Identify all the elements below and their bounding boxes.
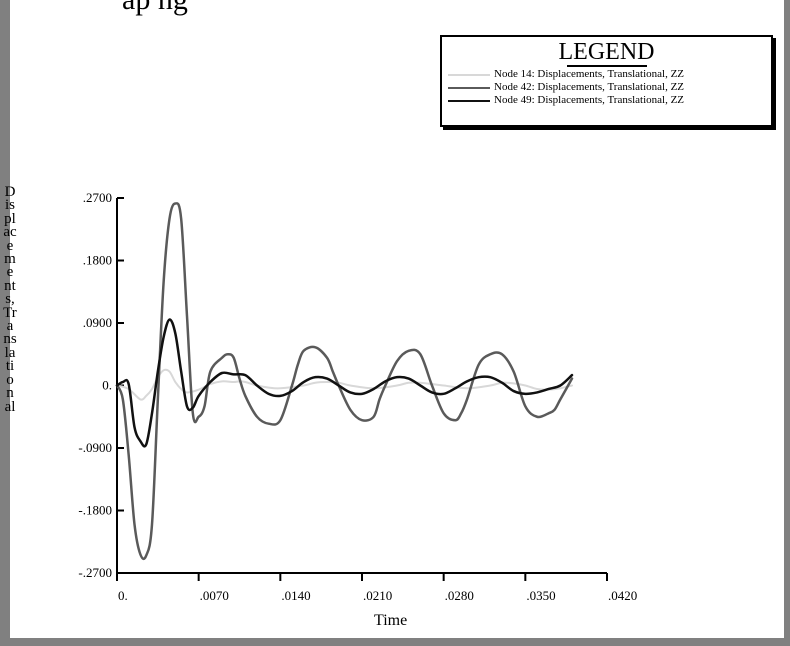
legend-swatch-node-14 bbox=[448, 74, 490, 76]
chart-tick-layer: .2700 .1800 .0900 0. -.0900 -.1800 -.2700 0. .00… bbox=[78, 190, 637, 603]
chart-legend: LEGEND Node 14: Displacements, Translati… bbox=[440, 35, 773, 127]
legend-swatch-node-49 bbox=[448, 100, 490, 102]
chart-series-layer bbox=[115, 202, 574, 561]
window-frame-bottom bbox=[0, 638, 790, 646]
legend-item-node-42: Node 42: Displacements, Translational, Z… bbox=[448, 81, 768, 94]
x-tick-label: .0420 bbox=[608, 588, 637, 603]
legend-label-node-14: Node 14: Displacements, Translational, Z… bbox=[494, 68, 685, 80]
legend-title-underline bbox=[567, 65, 647, 67]
y-tick-label: .2700 bbox=[83, 190, 112, 205]
window-frame-right bbox=[784, 0, 790, 646]
series-line-node-42 bbox=[115, 202, 574, 561]
y-tick-label: .0900 bbox=[83, 315, 112, 330]
x-tick-label: .0350 bbox=[526, 588, 555, 603]
y-tick-label: 0. bbox=[102, 378, 112, 393]
legend-title: LEGEND bbox=[558, 39, 655, 65]
top-caption-cutoff: ap ng bbox=[122, 0, 188, 17]
x-tick-label: .0070 bbox=[200, 588, 229, 603]
x-tick-label: .0140 bbox=[281, 588, 310, 603]
x-tick-label: .0210 bbox=[363, 588, 392, 603]
series-line-node-49 bbox=[115, 318, 574, 448]
y-tick-label: -.2700 bbox=[78, 565, 112, 580]
y-tick-label: -.0900 bbox=[78, 440, 112, 455]
legend-label-node-42: Node 42: Displacements, Translational, Z… bbox=[494, 81, 685, 93]
x-axis-label: Time bbox=[374, 612, 408, 629]
legend-item-node-14: Node 14: Displacements, Translational, Z… bbox=[448, 68, 768, 81]
legend-label-node-49: Node 49: Displacements, Translational, Z… bbox=[494, 94, 685, 106]
y-axis-label: Displacements, Translational bbox=[3, 184, 17, 415]
y-tick-label: -.1800 bbox=[78, 503, 112, 518]
series-line-node-14 bbox=[116, 368, 573, 401]
x-tick-label: 0. bbox=[118, 588, 128, 603]
y-tick-label: .1800 bbox=[83, 253, 112, 268]
legend-item-node-49: Node 49: Displacements, Translational, Z… bbox=[448, 94, 768, 107]
legend-swatch-node-42 bbox=[448, 87, 490, 89]
window-frame-left bbox=[0, 0, 10, 646]
x-tick-label: .0280 bbox=[445, 588, 474, 603]
